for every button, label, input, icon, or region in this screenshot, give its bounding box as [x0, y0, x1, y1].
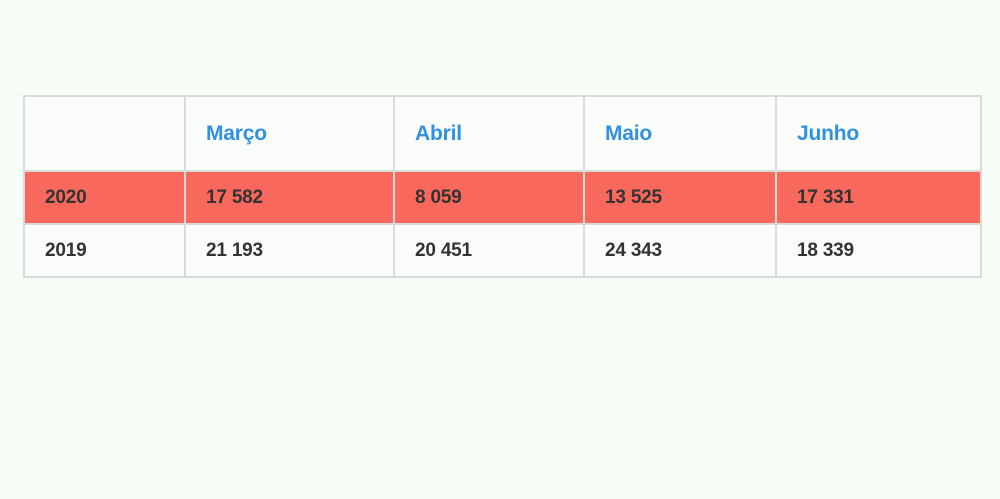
cell-2019-marco: 21 193 [184, 223, 395, 278]
table-row-2020: 2020 17 582 8 059 13 525 17 331 [23, 170, 982, 225]
table-body: 2020 17 582 8 059 13 525 17 331 2019 21 … [23, 170, 982, 278]
header-cell-abril: Abril [393, 95, 585, 172]
row-label-2019: 2019 [23, 223, 186, 278]
cell-2019-abril: 20 451 [393, 223, 585, 278]
header-cell-maio: Maio [583, 95, 777, 172]
table-header: Março Abril Maio Junho [23, 95, 982, 172]
cell-2020-marco: 17 582 [184, 170, 395, 225]
cell-2019-maio: 24 343 [583, 223, 777, 278]
cell-2019-junho: 18 339 [775, 223, 982, 278]
cell-2020-maio: 13 525 [583, 170, 777, 225]
header-cell-junho: Junho [775, 95, 982, 172]
cell-2020-junho: 17 331 [775, 170, 982, 225]
header-cell-marco: Março [184, 95, 395, 172]
data-table: Março Abril Maio Junho 2020 17 582 8 059… [23, 95, 982, 278]
header-cell-empty [23, 95, 186, 172]
header-row: Março Abril Maio Junho [23, 95, 982, 172]
cell-2020-abril: 8 059 [393, 170, 585, 225]
row-label-2020: 2020 [23, 170, 186, 225]
table-row-2019: 2019 21 193 20 451 24 343 18 339 [23, 223, 982, 278]
